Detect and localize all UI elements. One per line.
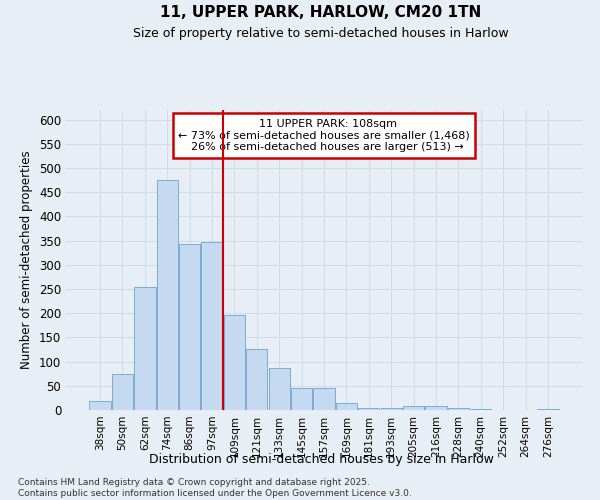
Bar (313, 388, 335, 410)
Bar (89, 402, 111, 410)
Bar (403, 406, 424, 410)
Bar (134, 286, 155, 410)
Text: Size of property relative to semi-detached houses in Harlow: Size of property relative to semi-detach… (133, 28, 509, 40)
Bar (537, 409, 559, 410)
Bar (179, 244, 200, 410)
Text: Distribution of semi-detached houses by size in Harlow: Distribution of semi-detached houses by … (149, 452, 493, 466)
Bar (224, 314, 245, 410)
Bar (291, 388, 312, 410)
Bar (425, 406, 446, 410)
Text: 11 UPPER PARK: 108sqm
← 73% of semi-detached houses are smaller (1,468)
  26% of: 11 UPPER PARK: 108sqm ← 73% of semi-deta… (178, 119, 470, 152)
Bar (470, 409, 491, 410)
Bar (112, 374, 133, 410)
Bar (448, 408, 469, 410)
Y-axis label: Number of semi-detached properties: Number of semi-detached properties (20, 150, 34, 370)
Bar (336, 402, 357, 410)
Text: Contains HM Land Registry data © Crown copyright and database right 2025.
Contai: Contains HM Land Registry data © Crown c… (18, 478, 412, 498)
Bar (202, 242, 223, 410)
Bar (380, 408, 402, 410)
Bar (157, 180, 178, 410)
Bar (358, 408, 379, 410)
Text: 11, UPPER PARK, HARLOW, CM20 1TN: 11, UPPER PARK, HARLOW, CM20 1TN (160, 5, 482, 20)
Bar (246, 348, 268, 410)
Bar (269, 368, 290, 410)
